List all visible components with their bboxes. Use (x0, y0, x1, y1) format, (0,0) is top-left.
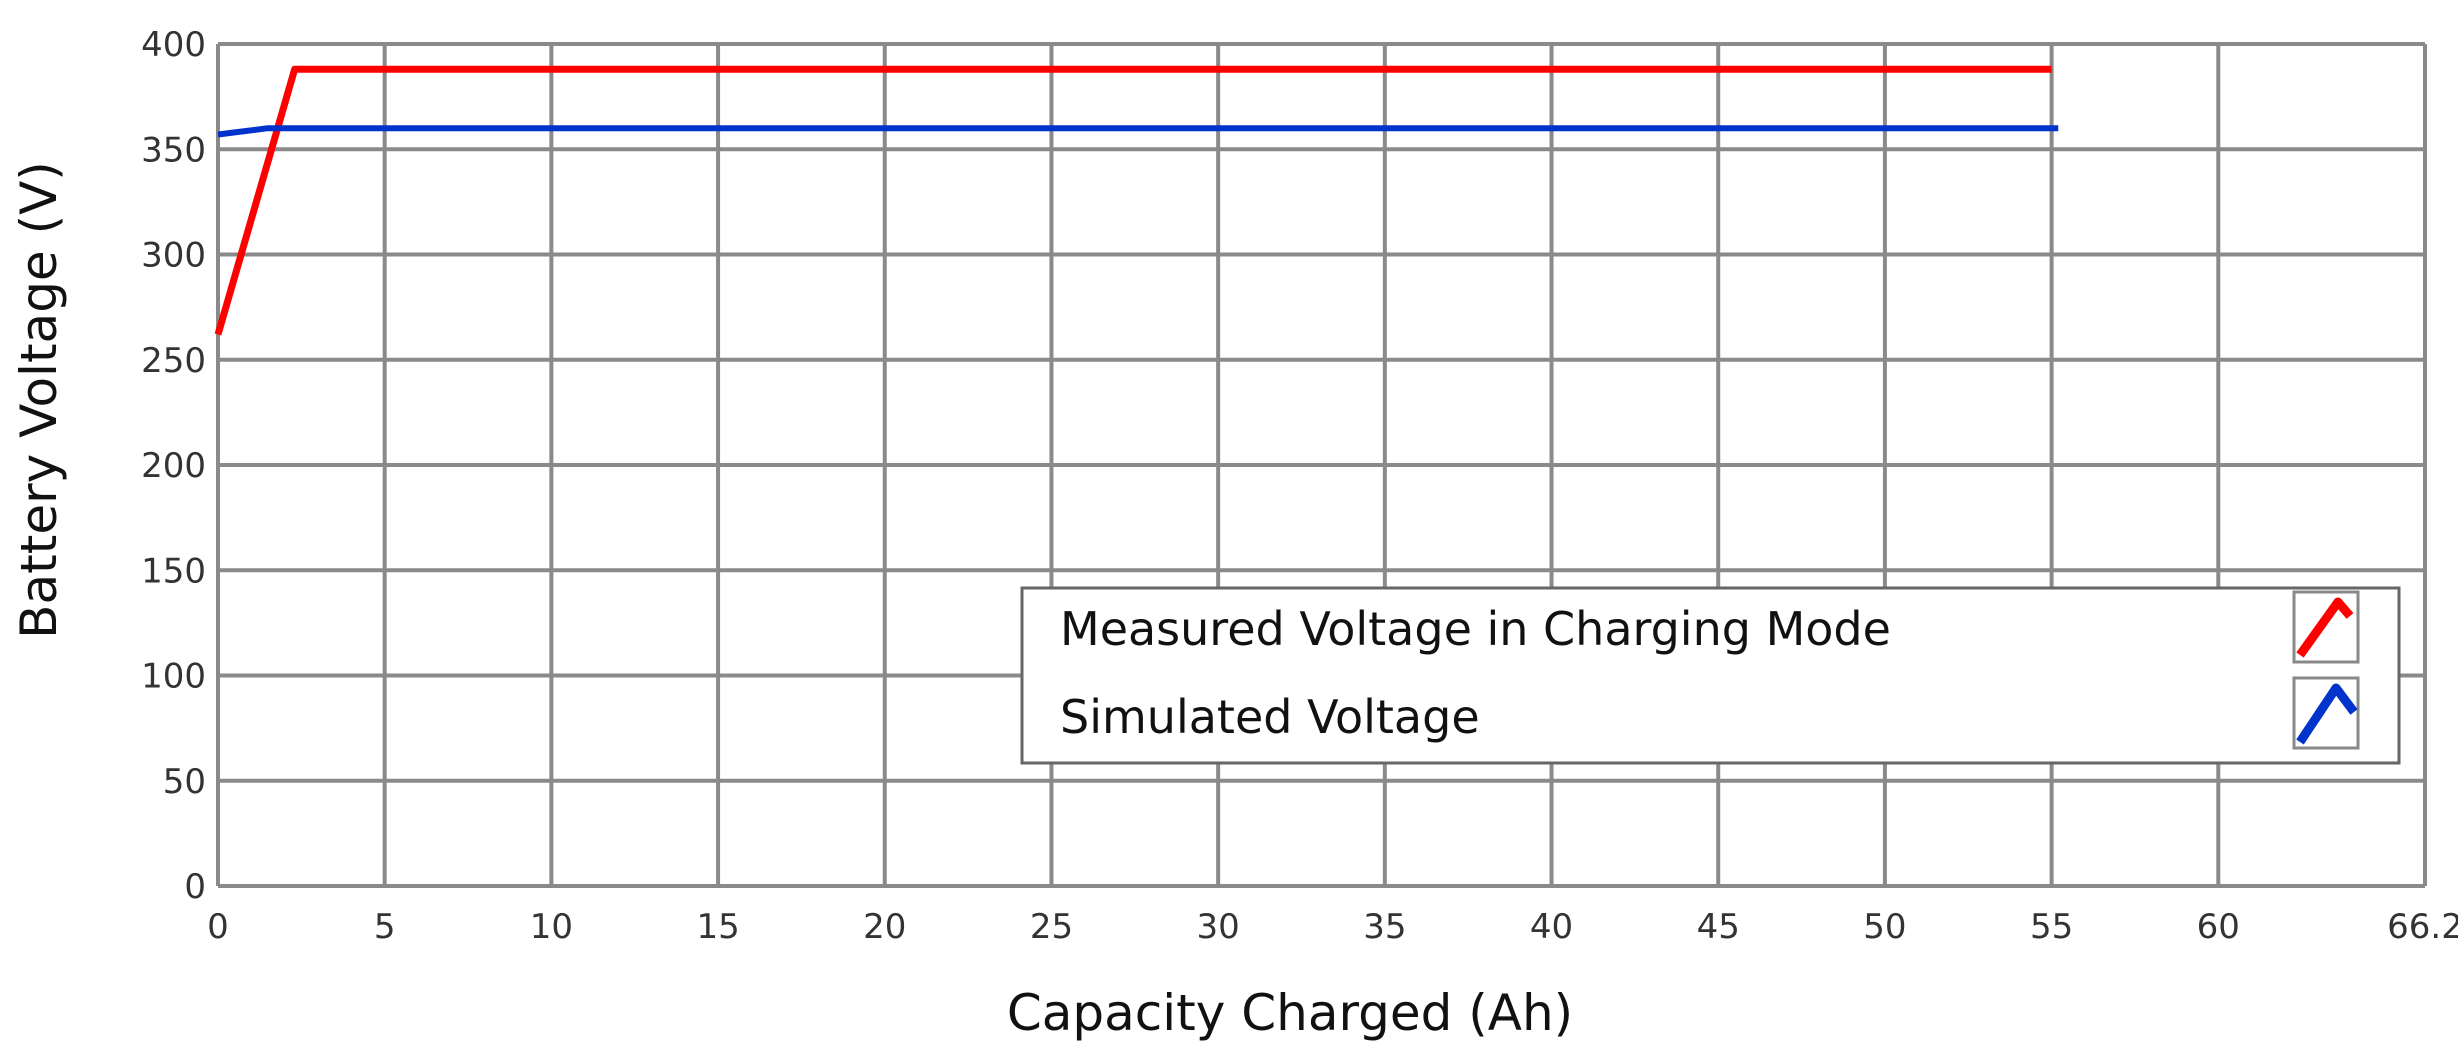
x-tick-label: 0 (207, 907, 229, 947)
x-tick-label: 5 (374, 907, 396, 947)
x-axis-label: Capacity Charged (Ah) (1007, 984, 1573, 1042)
series-line-measured (214, 65, 2052, 336)
legend-swatch-measured (2296, 597, 2354, 658)
series-line-simulated (217, 125, 2059, 138)
x-tick-label: 66.2 (2387, 907, 2458, 947)
legend-swatch-simulated (2296, 683, 2358, 745)
x-tick-label: 10 (530, 907, 573, 947)
legend-label-measured: Measured Voltage in Charging Mode (1060, 602, 1891, 656)
y-tick-label: 350 (141, 130, 206, 170)
legend-box (1020, 586, 2401, 765)
y-tick-label: 300 (141, 236, 206, 276)
y-axis-label: Battery Voltage (V) (10, 161, 68, 639)
y-tick-label: 200 (141, 446, 206, 486)
y-tick-label: 100 (141, 657, 206, 697)
x-tick-label: 60 (2197, 907, 2240, 947)
x-tick-label: 40 (1530, 907, 1573, 947)
y-tick-label: 250 (141, 341, 206, 381)
x-tick-label: 25 (1030, 907, 1073, 947)
series-layer (214, 65, 2059, 336)
legend: Measured Voltage in Charging Mode Simula… (1020, 586, 2401, 765)
x-tick-label: 30 (1197, 907, 1240, 947)
y-tick-label: 50 (163, 762, 206, 802)
y-tick-label: 150 (141, 551, 206, 591)
x-tick-label: 50 (1863, 907, 1906, 947)
tick-labels: 0 5 10 15 20 25 30 35 40 45 50 55 60 66.2 0 50 100 150 200… (141, 25, 2458, 947)
x-tick-label: 45 (1697, 907, 1740, 947)
y-tick-label: 400 (141, 25, 206, 65)
x-tick-label: 35 (1363, 907, 1406, 947)
legend-label-simulated: Simulated Voltage (1060, 690, 1480, 744)
y-tick-label: 0 (184, 867, 206, 907)
x-tick-label: 55 (2030, 907, 2073, 947)
x-tick-label: 20 (863, 907, 906, 947)
x-tick-label: 15 (696, 907, 739, 947)
